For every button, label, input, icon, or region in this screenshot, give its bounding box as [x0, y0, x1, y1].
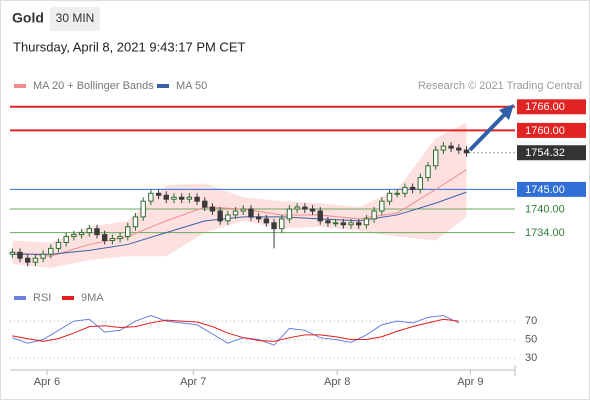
candle-body [386, 192, 393, 202]
rsi-legend-swatch [14, 296, 26, 300]
level-label: 1740.00 [525, 203, 565, 215]
x-tick-label: Apr 9 [457, 376, 483, 388]
candle-body [140, 200, 146, 218]
candle-body [433, 149, 439, 167]
rsi-tick-label: 30 [525, 352, 537, 364]
candle-body [294, 206, 300, 210]
candle-body [456, 147, 462, 151]
rsi-legend-swatch [62, 296, 74, 300]
candle-body [248, 208, 254, 218]
candle-body [332, 222, 339, 225]
candle-body [302, 206, 308, 210]
candle-body [25, 257, 31, 263]
interval-label[interactable]: 30 MIN [56, 11, 95, 25]
candle-body [409, 186, 416, 190]
rsi-tick-label: 50 [525, 333, 537, 345]
candle-body [109, 238, 116, 242]
candle-body [132, 216, 139, 228]
x-tick-label: Apr 8 [324, 376, 350, 388]
candle-body [371, 210, 377, 220]
candle-body [202, 200, 208, 208]
legend-swatch [14, 84, 26, 88]
candle-body [402, 186, 408, 194]
candle-body [148, 192, 154, 202]
trend-arrow [468, 111, 508, 152]
candle-body [17, 251, 23, 259]
level-label: 1766.00 [525, 101, 565, 113]
candle-body [163, 194, 169, 200]
candle-body [356, 222, 362, 226]
candle-body [171, 196, 177, 200]
rsi-legend-label: RSI [33, 292, 51, 304]
candle-body [94, 228, 100, 236]
candle-body [325, 220, 331, 224]
x-tick-label: Apr 7 [180, 376, 206, 388]
trend-arrowhead [499, 104, 514, 120]
candle-body [55, 241, 62, 249]
candle-body [425, 165, 431, 179]
candle-body [9, 251, 16, 255]
candle-body [178, 196, 185, 200]
level-label: 1734.00 [525, 227, 565, 239]
main-layer: 1766.00 1760.00 1745.00 1740.00 1734.00 1754.… [9, 99, 586, 267]
candle-body [417, 177, 424, 190]
x-tick-label: Apr 6 [34, 376, 60, 388]
rsi-line [12, 315, 460, 346]
candle-body [232, 210, 239, 216]
candle-body [448, 145, 454, 149]
candle-body [240, 208, 246, 212]
rsi-tick-label: 70 [525, 315, 537, 327]
candle-body [71, 234, 77, 238]
candle-body [286, 208, 293, 220]
candle-body [86, 228, 92, 234]
candle-body [263, 218, 270, 224]
candle-body [48, 247, 54, 255]
candle-body [155, 192, 162, 196]
candle-body [340, 222, 347, 226]
candle-body [117, 236, 123, 240]
candle-body [363, 218, 370, 226]
candle-body [194, 196, 200, 202]
candle-body [217, 210, 223, 222]
candle-body [63, 236, 69, 243]
candle-body [394, 192, 400, 195]
moving-average [12, 191, 467, 255]
legend-label: MA 50 [176, 80, 207, 92]
candle-body [271, 222, 277, 230]
candle-body [186, 196, 193, 200]
last-price-box [517, 145, 586, 161]
candle-body [209, 206, 216, 212]
candle-body [309, 208, 316, 212]
candle-body [125, 226, 131, 238]
candle-body [279, 218, 285, 230]
timestamp: Thursday, April 8, 2021 9:43:17 PM CET [13, 39, 245, 54]
candle-body [40, 253, 46, 259]
attribution: Research © 2021 Trading Central [418, 80, 582, 92]
interval-button[interactable] [50, 7, 100, 31]
level-label-box [517, 181, 586, 197]
candle-body [317, 210, 323, 222]
legend-label: MA 20 + Bollinger Bands [33, 80, 154, 92]
level-label-box [517, 122, 586, 138]
candle-body [379, 200, 385, 212]
level-label: 1760.00 [525, 125, 565, 137]
legend-swatch [157, 84, 169, 88]
candle-body [255, 216, 262, 220]
level-label: 1745.00 [525, 184, 565, 196]
rsi-line [12, 318, 459, 342]
candle-body [101, 234, 108, 242]
candle-body [225, 214, 231, 222]
level-label-box [517, 99, 586, 115]
candle-body [348, 222, 354, 226]
candle-body [32, 257, 39, 263]
candle-body [440, 145, 447, 151]
last-price-label: 1754.32 [525, 147, 565, 159]
candle-body [463, 149, 470, 154]
instrument-title: Gold [12, 10, 44, 26]
rsi-legend-label: 9MA [81, 292, 104, 304]
candle-body [78, 232, 85, 236]
